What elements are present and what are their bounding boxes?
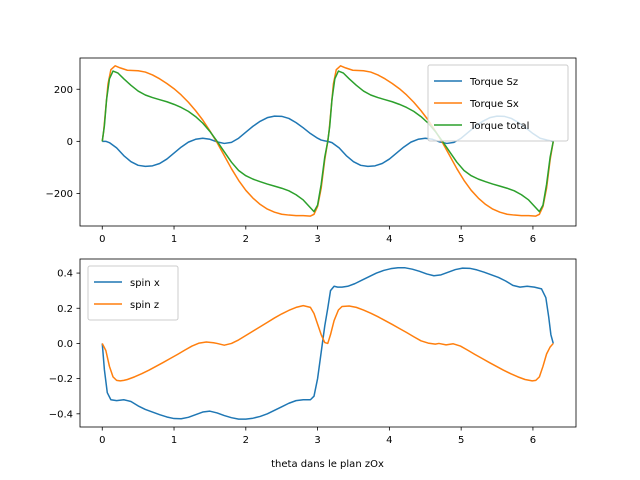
torque-subplot: 0 1 2 3 4 5 6 −200 0 200 Torque Sz Torque Sx Torque … (46, 57, 577, 245)
x-tick-label: 4 (386, 234, 392, 245)
x-tick-label: 4 (386, 435, 392, 446)
x-tick-label: 6 (530, 234, 536, 245)
legend-label: spin z (130, 300, 159, 311)
x-tick-label: 2 (243, 234, 249, 245)
x-tick-label: 0 (99, 234, 105, 245)
x-tick-label: 5 (458, 435, 464, 446)
x-tick-label: 5 (458, 234, 464, 245)
x-tick-label: 1 (171, 234, 177, 245)
y-tick-label: 0.0 (57, 339, 73, 350)
x-tick-label: 3 (314, 435, 320, 446)
series-line-spin-z (101, 304, 554, 382)
x-tick-label: 6 (530, 435, 536, 446)
x-tick-label: 2 (243, 435, 249, 446)
legend-label: Torque Sx (469, 99, 519, 110)
legend-label: spin x (130, 278, 160, 289)
spin-subplot: 0 1 2 3 4 5 6 −0.4 −0.2 0.0 0.2 0.4 spin x spin z (49, 258, 577, 446)
legend-label: Torque Sz (469, 77, 518, 88)
series-line-spin-x (101, 267, 554, 420)
axes-frame (79, 258, 577, 428)
x-tick-label: 3 (314, 234, 320, 245)
axes-frame (79, 57, 577, 227)
y-tick-label: 0.2 (57, 304, 73, 315)
y-tick-label: −0.4 (49, 409, 73, 420)
legend-box (87, 265, 179, 321)
legend-label: Torque total (469, 121, 529, 132)
series-line-torque-total (101, 70, 554, 213)
x-tick-label: 0 (99, 435, 105, 446)
y-tick-label: 200 (54, 85, 73, 96)
y-tick-label: 0 (67, 137, 73, 148)
x-axis-label: theta dans le plan zOx (271, 459, 384, 470)
x-tick-label: 1 (171, 435, 177, 446)
y-tick-label: −200 (46, 189, 73, 200)
y-tick-label: −0.2 (49, 374, 73, 385)
y-tick-label: 0.4 (57, 269, 73, 280)
legend-box (427, 64, 569, 142)
